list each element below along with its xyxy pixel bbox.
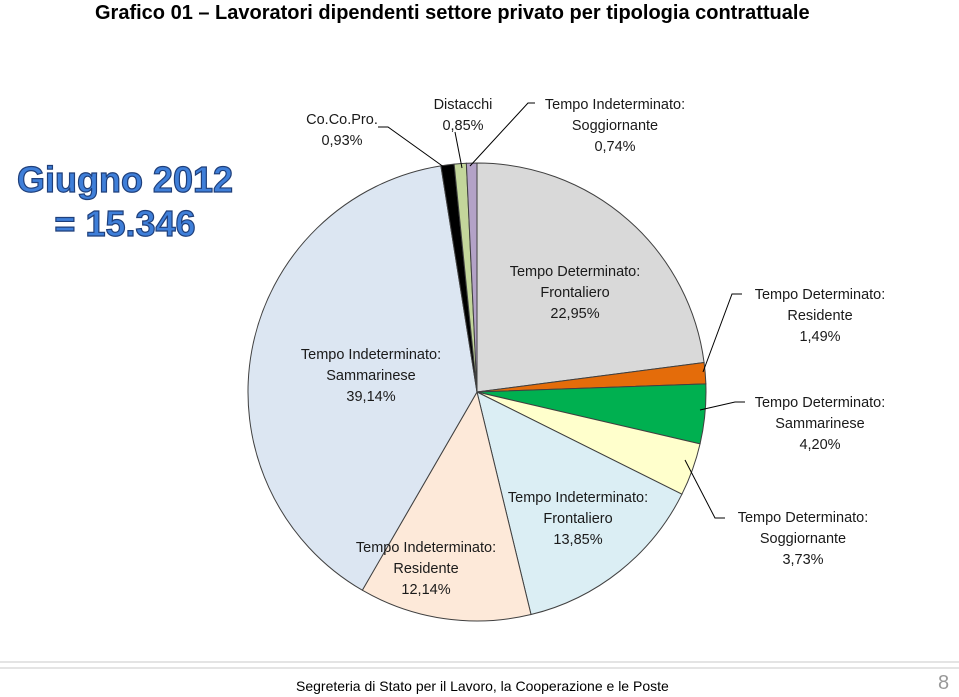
slice-name: Co.Co.Pro. — [306, 112, 378, 128]
slice-name: Tempo Indeterminato: Residente — [355, 540, 497, 577]
slice-value: 13,85% — [553, 532, 603, 548]
leader-line — [702, 293, 742, 373]
pie-slice — [476, 391, 683, 616]
slice-label: Tempo Determinato: Frontaliero 22,95% — [495, 262, 655, 325]
slice-name: Tempo Determinato: Sammarinese — [754, 395, 886, 432]
slice-label: Tempo Determinato: Soggiornante 3,73% — [723, 508, 883, 571]
pie-slice — [361, 390, 532, 622]
slice-value: 12,14% — [401, 582, 451, 598]
title: Grafico 01 – Lavoratori dipendenti setto… — [95, 2, 810, 24]
slice-label: Tempo Determinato: Sammarinese 4,20% — [740, 393, 900, 456]
leader-lines — [378, 102, 745, 519]
slice-name: Distacchi — [433, 97, 493, 113]
footer: Segreteria di Stato per il Lavoro, la Co… — [296, 678, 669, 694]
slice-name: Tempo Determinato: Soggiornante — [737, 510, 869, 547]
slice-label: Tempo Indeterminato: Soggiornante 0,74% — [530, 95, 700, 158]
pie-slice — [247, 165, 478, 591]
leader-line — [469, 102, 535, 167]
slice-value: 3,73% — [782, 552, 824, 568]
slice-value: 39,14% — [346, 389, 396, 405]
badge-line2: = 15.346 — [54, 203, 195, 244]
slice-name: Tempo Indeterminato: Sammarinese — [300, 347, 442, 384]
slice-label: Tempo Indeterminato: Frontaliero 13,85% — [493, 488, 663, 551]
slice-name: Tempo Determinato: Frontaliero — [509, 264, 641, 301]
slice-name: Tempo Indeterminato: Frontaliero — [507, 490, 649, 527]
page-number: 8 — [938, 672, 950, 694]
slice-value: 0,74% — [594, 139, 636, 155]
leader-line — [378, 126, 449, 171]
slice-value: 1,49% — [799, 329, 841, 345]
leader-line — [684, 459, 725, 519]
slice-value: 0,85% — [442, 118, 484, 134]
pie-slice — [476, 162, 705, 393]
slice-name: Tempo Determinato: Residente — [754, 287, 886, 324]
slice-label: Co.Co.Pro. 0,93% — [297, 110, 387, 152]
pie-slice — [465, 162, 478, 393]
slice-label: Distacchi 0,85% — [418, 95, 508, 137]
leader-line — [699, 401, 745, 411]
slice-name: Tempo Indeterminato: Soggiornante — [544, 97, 686, 134]
badge-line1: Giugno 2012 — [17, 159, 233, 200]
slice-value: 22,95% — [550, 306, 600, 322]
slice-label: Tempo Indeterminato: Residente 12,14% — [341, 538, 511, 601]
slice-label: Tempo Determinato: Residente 1,49% — [740, 285, 900, 348]
slice-label: Tempo Indeterminato: Sammarinese 39,14% — [286, 345, 456, 408]
slice-value: 0,93% — [321, 133, 363, 149]
pie — [247, 162, 707, 622]
leader-line — [454, 131, 463, 169]
slice-value: 4,20% — [799, 437, 841, 453]
